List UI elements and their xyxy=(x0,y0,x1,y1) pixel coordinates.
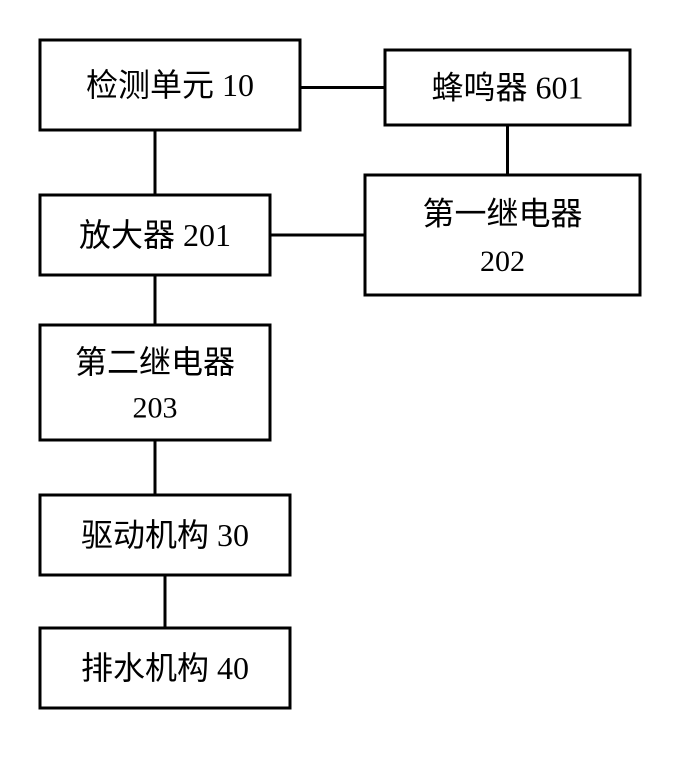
node-drain: 排水机构 40 xyxy=(40,628,290,708)
node-relay1-label2: 202 xyxy=(480,245,525,278)
node-buzzer: 蜂鸣器 601 xyxy=(385,50,630,125)
node-detect: 检测单元 10 xyxy=(40,40,300,130)
node-amp-label: 放大器 201 xyxy=(79,217,231,253)
node-relay2-label1: 第二继电器 xyxy=(75,344,235,380)
node-buzzer-label: 蜂鸣器 601 xyxy=(431,70,583,106)
node-relay2-label2: 203 xyxy=(133,391,178,424)
block-diagram: 检测单元 10 蜂鸣器 601 放大器 201 第一继电器 202 第二继电器 … xyxy=(0,0,688,768)
node-relay1-label1: 第一继电器 xyxy=(422,195,582,231)
node-relay2: 第二继电器 203 xyxy=(40,325,270,440)
node-relay1: 第一继电器 202 xyxy=(365,175,640,295)
node-drive-label: 驱动机构 30 xyxy=(81,517,249,553)
node-detect-label: 检测单元 10 xyxy=(86,67,254,103)
node-amp: 放大器 201 xyxy=(40,195,270,275)
node-drain-label: 排水机构 40 xyxy=(81,650,249,686)
node-drive: 驱动机构 30 xyxy=(40,495,290,575)
